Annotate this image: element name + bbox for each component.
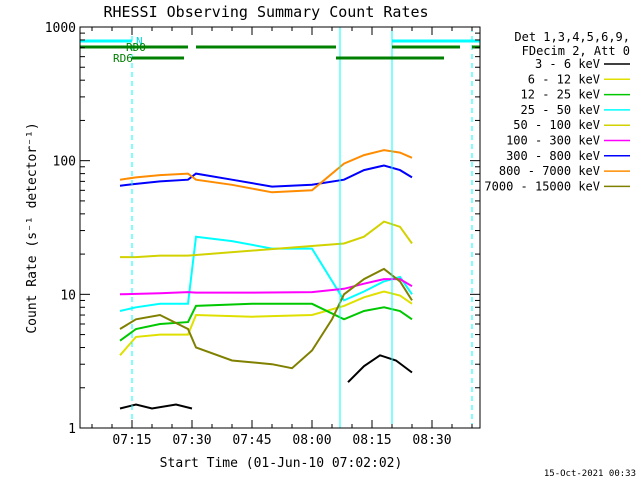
annotation-rdo: RDO <box>126 41 146 54</box>
series-line-4 <box>120 220 413 259</box>
series-line-2 <box>119 302 413 342</box>
legend-label: 50 - 100 keV <box>513 118 600 132</box>
legend-label: 25 - 50 keV <box>521 103 600 117</box>
plot-frame <box>79 26 481 429</box>
y-tick-label: 10 <box>60 288 76 303</box>
legend-label: 100 - 300 keV <box>506 134 600 148</box>
legend-label: 800 - 7000 keV <box>499 164 600 178</box>
legend-label: 300 - 800 keV <box>506 149 600 163</box>
x-tick-label: 07:45 <box>232 433 271 448</box>
series-line-7 <box>119 149 413 194</box>
x-tick-label: 08:30 <box>412 433 451 448</box>
series-line-6 <box>119 164 413 188</box>
x-axis-ticks: 07:15 07:30 07:45 08:00 08:15 08:30 <box>91 27 473 448</box>
y-axis-label: Count Rate (s⁻¹ detector⁻¹) <box>25 122 40 333</box>
state-bar-layer <box>80 39 480 60</box>
timestamp: 15-Oct-2021 00:33 <box>544 469 636 479</box>
chart-title: RHESSI Observing Summary Count Rates <box>103 3 428 21</box>
plot-area: 07:15 07:30 07:45 08:00 08:15 08:30 1 10 100 100… <box>45 21 481 448</box>
legend-header: Det 1,3,4,5,6,9, FDecim 2, Att 0 <box>514 30 630 58</box>
y-tick-label: 100 <box>53 155 76 170</box>
legend-label: 12 - 25 keV <box>521 88 600 102</box>
annotation-rd6: RD6 <box>113 52 133 65</box>
series-line-1 <box>119 290 413 356</box>
series-line-0 <box>119 403 193 410</box>
x-tick-label: 08:15 <box>352 433 391 448</box>
series-line-0-1 <box>347 354 413 383</box>
legend-label: 6 - 12 keV <box>528 72 600 86</box>
x-tick-label: 07:15 <box>112 433 151 448</box>
y-axis-ticks: 1 10 100 1000 <box>45 21 480 437</box>
legend-header-line-1: Det 1,3,4,5,6,9, <box>514 30 630 44</box>
legend-label: 3 - 6 keV <box>535 57 600 71</box>
series-line-5 <box>119 278 413 296</box>
legend-label: 7000 - 15000 keV <box>484 179 600 193</box>
series-layer <box>119 149 413 410</box>
annotation-n: N <box>136 35 143 48</box>
x-axis-label: Start Time (01-Jun-10 07:02:02) <box>160 456 403 471</box>
legend-header-line-2: FDecim 2, Att 0 <box>522 44 630 58</box>
y-tick-label: 1000 <box>45 21 76 36</box>
series-line-8 <box>119 267 413 370</box>
x-tick-label: 08:00 <box>292 433 331 448</box>
y-tick-label: 1 <box>68 422 76 437</box>
x-tick-label: 07:30 <box>172 433 211 448</box>
